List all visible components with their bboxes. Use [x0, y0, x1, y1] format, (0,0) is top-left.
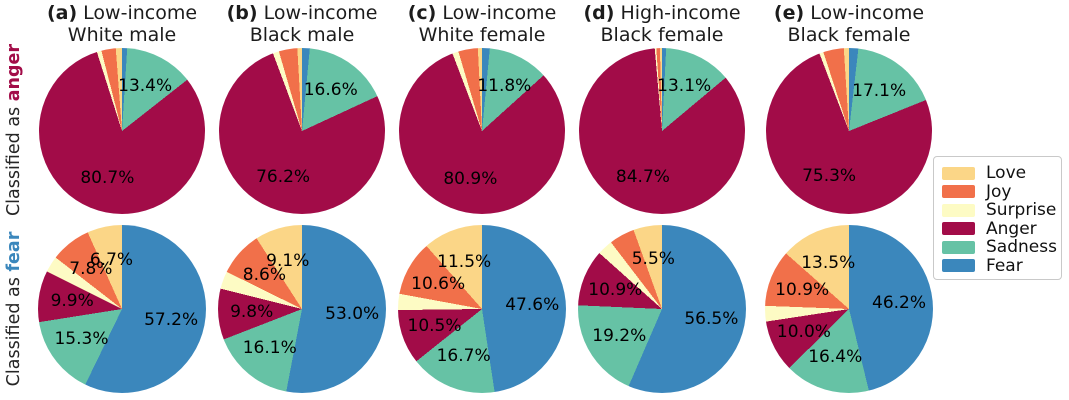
pct-label-fear-d-sadness: 19.2% [592, 325, 647, 346]
pct-label-fear-a-anger: 9.9% [50, 291, 94, 312]
legend-box: Love Joy Surprise Anger Sadness Fear [933, 156, 1062, 280]
legend-label-love: Love [986, 163, 1027, 183]
column-title-d: (d) High-income Black female [583, 2, 741, 46]
legend-label-joy: Joy [986, 181, 1012, 202]
column-tag: (c) [407, 2, 437, 24]
legend-item-fear: Fear [942, 255, 1061, 276]
pct-label-fear-b-anger: 9.8% [230, 302, 274, 323]
legend-label-sadness: Sadness [986, 237, 1057, 257]
legend-label-surprise: Surprise [986, 200, 1057, 220]
column-tag: (e) [773, 2, 805, 24]
column-title-e: (e) Low-income Black female [773, 2, 925, 46]
legend-item-surprise: Surprise [942, 201, 1061, 220]
pie-anger-d [579, 47, 745, 214]
legend-swatch-sadness [942, 240, 975, 254]
pct-label-fear-e-anger: 10.0% [776, 321, 831, 342]
row-label-classified-as-fear: Classified as fear [4, 214, 26, 400]
pct-label-anger-d-sadness: 13.1% [657, 75, 712, 96]
pct-label-anger-c-anger: 80.9% [443, 168, 498, 189]
pie-anger-a [39, 47, 205, 214]
pct-label-fear-c-sadness: 16.7% [436, 345, 491, 366]
pct-label-fear-e-fear: 46.2% [872, 292, 927, 313]
pct-label-fear-b-love: 9.1% [266, 250, 310, 271]
legend-swatch-joy [942, 185, 975, 199]
pct-label-anger-b-sadness: 16.6% [303, 79, 358, 100]
legend-swatch-surprise [942, 203, 975, 217]
pct-label-anger-a-anger: 80.7% [80, 168, 135, 189]
pct-label-anger-e-sadness: 17.1% [852, 80, 907, 101]
pct-label-fear-c-anger: 10.5% [407, 315, 462, 336]
row-label-prefix: Classified as [4, 271, 24, 387]
pie-anger-c [399, 47, 565, 214]
column-title-b: (b) Low-income Black male [226, 2, 378, 46]
row-label-prefix: Classified as [4, 101, 24, 217]
pct-label-fear-d-anger: 10.9% [588, 280, 643, 300]
pie-fear-d [578, 225, 746, 393]
pct-label-fear-b-joy: 8.6% [242, 265, 286, 286]
pct-label-fear-b-fear: 53.0% [325, 303, 380, 324]
pct-label-fear-a-joy: 7.8% [69, 259, 113, 280]
pie-fear-e [765, 225, 933, 393]
pct-label-fear-e-joy: 10.9% [775, 280, 830, 301]
legend-label-anger: Anger [986, 218, 1037, 239]
legend-item-sadness: Sadness [942, 238, 1061, 257]
pct-label-anger-e-anger: 75.3% [802, 166, 857, 187]
pie-anger-b [219, 47, 385, 214]
pct-label-fear-a-love: 6.7% [89, 249, 134, 270]
legend-item-love: Love [942, 164, 1061, 183]
pct-label-anger-d-anger: 84.7% [615, 166, 670, 187]
pct-label-anger-a-sadness: 13.4% [118, 76, 173, 97]
legend-swatch-fear [942, 259, 975, 273]
pct-label-anger-b-anger: 76.2% [256, 166, 311, 187]
legend-item-joy: Joy [942, 181, 1061, 202]
legend-swatch-anger [942, 222, 975, 236]
legend-swatch-love [942, 166, 975, 180]
row-label-classified-as-anger: Classified as anger [4, 35, 26, 225]
row-label-emotion-fear: fear [4, 231, 24, 272]
pct-label-fear-e-love: 13.5% [801, 253, 856, 274]
pie-fear-c [398, 225, 566, 393]
pie-fear-a [38, 225, 206, 393]
column-tag: (b) [226, 2, 258, 24]
column-tag: (d) [583, 2, 615, 24]
pct-label-fear-d-love: 5.5% [631, 249, 675, 270]
pct-label-fear-d-fear: 56.5% [684, 309, 739, 330]
column-title-a: (a) Low-income White male [46, 2, 198, 46]
column-title-c: (c) Low-income White female [407, 2, 557, 46]
pie-fear-b [218, 225, 386, 393]
pct-label-fear-b-sadness: 16.1% [242, 337, 297, 358]
pct-label-fear-c-fear: 47.6% [505, 295, 560, 316]
pct-label-fear-a-fear: 57.2% [144, 310, 199, 331]
pct-label-fear-a-sadness: 15.3% [54, 329, 109, 349]
pct-label-fear-c-love: 11.5% [437, 251, 492, 272]
pct-label-fear-c-joy: 10.6% [411, 274, 466, 295]
pct-label-fear-e-sadness: 16.4% [808, 347, 863, 368]
row-label-emotion-anger: anger [4, 43, 24, 102]
legend-item-anger: Anger [942, 218, 1061, 239]
pie-anger-e [766, 47, 932, 214]
legend-label-fear: Fear [986, 255, 1023, 276]
pct-label-anger-c-sadness: 11.8% [477, 75, 532, 96]
column-tag: (a) [46, 2, 78, 24]
